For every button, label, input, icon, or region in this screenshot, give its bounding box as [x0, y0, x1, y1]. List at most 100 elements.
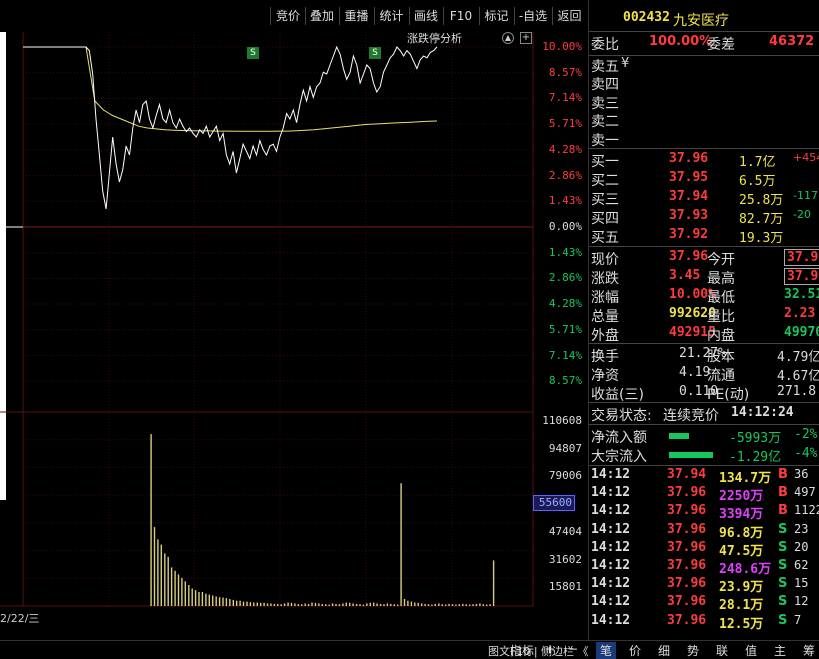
zoom-out-button[interactable]: − — [568, 642, 579, 656]
tick-row: 14:12 37.96 12.5万 S 7 — [589, 613, 819, 632]
bid-row: 买二 37.95 6.5万 — [589, 170, 819, 189]
fund-label: 净资 — [591, 368, 619, 384]
left-edge-panel — [0, 0, 6, 500]
stock-name[interactable]: 九安医疗 — [673, 13, 729, 29]
quote-value: 37.96 — [669, 249, 709, 264]
trade-status-value: 连续竞价 — [663, 408, 719, 424]
percent-label: 7.14% — [548, 348, 582, 362]
tick-row: 14:12 37.96 23.9万 S 15 — [589, 576, 819, 595]
fund-value: 0.110 — [679, 384, 719, 399]
detail-tab[interactable]: 价 — [629, 644, 642, 658]
flow-percent: -2% — [794, 427, 818, 442]
flow-percent: -4% — [794, 446, 818, 461]
trade-status-row: 交易状态: 连续竞价 14:12:24 — [589, 405, 819, 424]
divider — [589, 55, 819, 56]
tick-count: 12 — [794, 594, 809, 609]
detail-tab[interactable]: 主 — [774, 644, 787, 658]
tick-row: 14:12 37.94 134.7万 B 36 — [589, 467, 819, 486]
quote-label: 外盘 — [591, 328, 619, 344]
f10-button[interactable]: F10 — [449, 9, 473, 23]
quote-label: 涨跌 — [591, 271, 619, 287]
quote-label: 现价 — [591, 252, 619, 268]
tick-row: 14:12 37.96 248.6万 S 62 — [589, 558, 819, 577]
limit-analysis-label[interactable]: 涨跌停分析 — [407, 32, 462, 45]
mark-button[interactable]: 标记 — [484, 9, 509, 23]
bid-change: -117 — [793, 189, 818, 202]
sell-marker-icon[interactable]: S — [369, 47, 381, 59]
bid-row: 买五 37.92 19.3万 — [589, 227, 819, 246]
bid-price: 37.93 — [669, 208, 709, 223]
detail-tab[interactable]: 筹 — [803, 644, 816, 658]
bid-label: 买一 — [591, 154, 619, 170]
tick-side: B — [778, 467, 788, 482]
tick-count: 23 — [794, 521, 809, 536]
tick-time: 14:12 — [591, 594, 631, 610]
indicator-button[interactable]: 指标 — [510, 644, 535, 658]
tick-time: 14:12 — [591, 558, 631, 573]
draw-line-button[interactable]: 画线 — [413, 9, 438, 23]
fund-value: 271.8 — [777, 384, 817, 399]
zoom-in-button[interactable]: + — [545, 642, 556, 656]
divider — [589, 343, 819, 344]
bid-volume: 19.3万 — [739, 231, 784, 246]
sell-marker-icon[interactable]: S — [247, 47, 259, 59]
detail-tab[interactable]: 笔 — [596, 642, 617, 659]
bid-volume: 25.8万 — [739, 193, 784, 208]
replay-button[interactable]: 重播 — [344, 9, 369, 23]
percent-label: 8.57% — [548, 374, 582, 388]
bid-volume: 1.7亿 — [739, 155, 776, 170]
tick-row: 14:12 37.96 96.8万 S 23 — [589, 522, 819, 541]
detail-tab[interactable]: 值 — [745, 644, 758, 658]
percent-label: 5.71% — [548, 117, 582, 131]
ask-label: 卖三 — [591, 95, 619, 112]
tick-volume: 47.5万 — [719, 543, 764, 559]
flow-row: 净流入额 -5993万 -2% — [589, 427, 819, 446]
tick-side: S — [778, 576, 788, 592]
tick-volume: 23.9万 — [719, 580, 764, 596]
back-button[interactable]: 返回 — [557, 9, 582, 23]
fund-value: 21.27% — [679, 346, 726, 361]
tick-side: S — [778, 612, 788, 628]
detail-tab[interactable]: 细 — [658, 644, 671, 658]
tick-side: B — [778, 485, 788, 501]
remove-watchlist-button[interactable]: -自选 — [518, 9, 548, 23]
divider — [589, 424, 819, 425]
tick-row: 14:12 37.96 3394万 B 1122 — [589, 503, 819, 522]
percent-label: 1.43% — [548, 245, 582, 259]
fund-label: 换手 — [591, 349, 619, 365]
fundamental-row: 净资 4.19 流通 4.67亿 — [589, 365, 819, 384]
ask-row: 卖三 — [589, 93, 819, 112]
fundamental-row: 换手 21.27% 股本 4.79亿 — [589, 346, 819, 365]
f10-sidebar-label[interactable]: 图文F10 | 侧边栏 《 — [488, 645, 589, 658]
chart-grid — [0, 32, 534, 607]
tick-row: 14:12 37.96 28.1万 S 12 — [589, 594, 819, 613]
divider — [589, 148, 819, 149]
tick-count: 7 — [794, 612, 802, 627]
tick-price: 37.96 — [667, 521, 707, 537]
expand-icon[interactable]: + — [520, 32, 532, 44]
tick-count: 15 — [794, 576, 809, 591]
tick-price: 37.96 — [667, 539, 707, 555]
bid-auction-button[interactable]: 竞价 — [275, 9, 300, 23]
price-line — [0, 45, 438, 228]
percent-label: 2.86% — [548, 168, 582, 182]
quote-label: 量比 — [707, 309, 735, 325]
collapse-up-icon[interactable]: ▲ — [502, 32, 514, 44]
detail-tab[interactable]: 势 — [687, 644, 700, 658]
intraday-chart[interactable]: 涨跌停分析 ▲ + S S 10.00% 8.57% 7.14% 5.71% 4.28%… — [0, 32, 587, 625]
tick-price: 37.96 — [667, 612, 707, 628]
date-label: 2/22/三 — [0, 612, 40, 625]
tick-side: B — [778, 503, 788, 519]
quote-value: 492915 — [669, 325, 716, 340]
weicha-value: 46372 — [769, 34, 815, 49]
ask-row: 卖一 — [589, 130, 819, 149]
volume-axis-label: 15801 — [548, 580, 582, 594]
statistics-button[interactable]: 统计 — [379, 9, 404, 23]
overlay-button[interactable]: 叠加 — [309, 9, 334, 23]
fund-label: 股本 — [707, 349, 735, 365]
bid-row: 买四 37.93 82.7万 -20 — [589, 208, 819, 227]
ask-row: 卖五 ¥ — [589, 56, 819, 75]
quote-panel: 002432 九安医疗 委比 100.00% 委差 46372 卖五 ¥ 卖四 卖三卖… — [588, 0, 819, 659]
detail-tab[interactable]: 联 — [716, 644, 729, 658]
